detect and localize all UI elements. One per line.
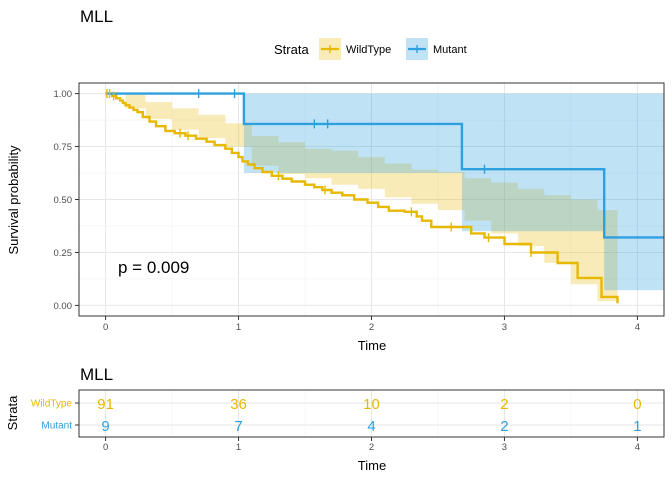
km-plot-title: MLL [80,7,113,26]
risk-table-x-tick-label: 1 [236,442,241,453]
km-confidence-bands [105,93,665,306]
km-x-tick-label: 4 [635,322,640,333]
ci-band-mutant [105,93,665,291]
risk-count-mutant: 1 [633,418,641,435]
risk-count-mutant: 7 [234,418,242,435]
ci-band-wildtype [105,93,618,306]
km-censor-marks [106,89,532,257]
risk-table-grid [79,390,664,437]
km-y-tick-label: 0.25 [54,248,73,259]
km-y-tick-label: 0.50 [54,195,73,206]
risk-count-mutant: 9 [101,418,109,435]
risk-table-title: MLL [80,365,113,384]
km-survival-curves [105,92,664,304]
risk-count-wildtype: 0 [633,396,641,413]
legend-title: Strata [274,42,309,57]
risk-count-wildtype: 91 [97,396,114,413]
risk-table-x-tick-label: 2 [369,442,374,453]
legend-key-mutant [406,38,428,60]
survival-curve-mutant [105,92,664,239]
km-grid [79,83,664,316]
risk-table-x-tick-label: 3 [502,442,507,453]
km-x-tick-label: 0 [103,322,108,333]
risk-count-mutant: 2 [500,418,508,435]
risk-count-wildtype: 2 [500,396,508,413]
legend-key-wildtype [319,38,341,60]
risk-table-x-tick-label: 4 [635,442,640,453]
legend-label-wildtype: WildType [346,44,391,56]
km-axes: 0.00 0.25 0.50 0.75 1.00 0 1 2 3 4 [54,89,641,333]
risk-count-wildtype: 36 [230,396,247,413]
km-x-tick-label: 2 [369,322,374,333]
km-y-tick-label: 0.00 [54,301,73,312]
km-x-tick-label: 3 [502,322,507,333]
risk-table-cells: 91 36 10 2 0 9 7 4 2 1 [97,396,641,435]
survival-curve-wildtype [105,92,619,304]
km-y-axis-label: Survival probability [6,145,21,255]
legend: Strata WildType Mutant [274,38,467,60]
km-y-tick-label: 1.00 [54,89,73,100]
pvalue-annotation: p = 0.009 [118,258,189,277]
risk-table-y-axis-label: Strata [5,395,20,430]
km-x-tick-label: 1 [236,322,241,333]
risk-table-x-tick-label: 0 [103,442,108,453]
risk-table-x-axis-label: Time [358,458,386,473]
risk-count-mutant: 4 [367,418,375,435]
risk-count-wildtype: 10 [363,396,380,413]
legend-label-mutant: Mutant [433,44,467,56]
risk-table-row-label-mutant: Mutant [41,421,72,432]
risk-table-axes: WildType Mutant 0 1 2 3 4 [31,399,640,454]
km-y-tick-label: 0.75 [54,142,73,153]
risk-table-row-label-wildtype: WildType [31,399,73,410]
km-x-axis-label: Time [358,338,386,353]
